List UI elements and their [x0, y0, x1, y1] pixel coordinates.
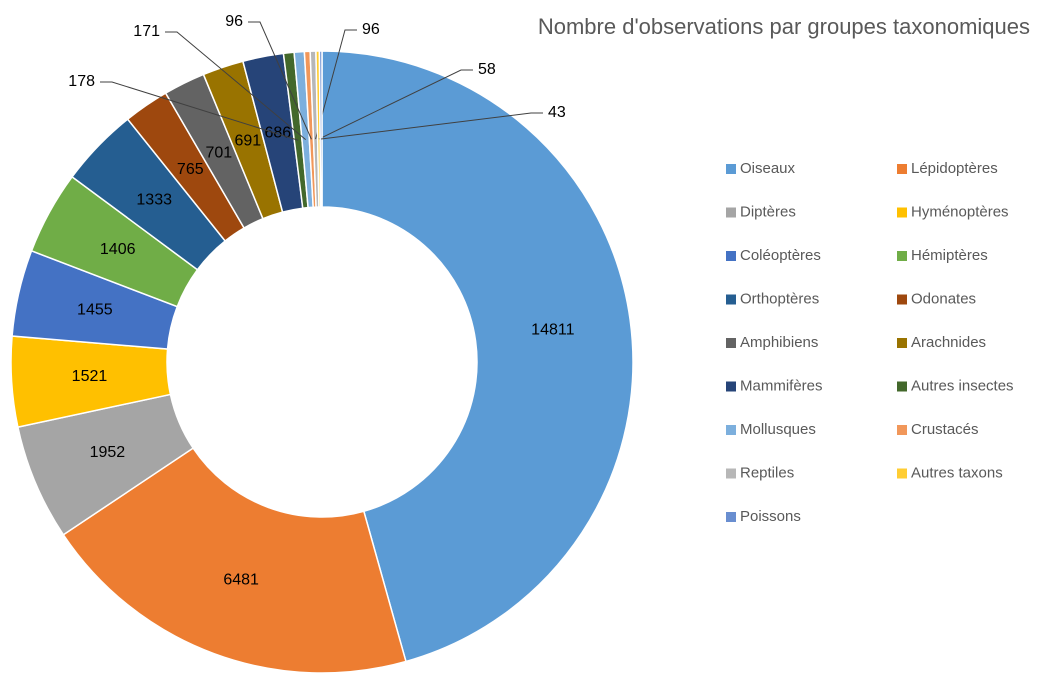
leader-line	[248, 21, 312, 140]
legend-marker	[897, 338, 907, 348]
data-label: 43	[548, 104, 566, 121]
legend-label: Arachnides	[911, 334, 986, 351]
data-label: 765	[177, 161, 204, 178]
data-label: 6481	[223, 572, 259, 589]
legend-marker	[726, 251, 736, 261]
leader-line	[100, 81, 299, 141]
legend-marker	[726, 468, 736, 479]
data-label: 686	[264, 124, 291, 141]
data-label: 1406	[100, 241, 136, 258]
legend-marker	[897, 468, 907, 479]
leader-line	[165, 31, 306, 140]
legend-marker	[726, 512, 736, 522]
legend-label: Lépidoptères	[911, 160, 998, 177]
data-label: 96	[362, 21, 380, 38]
chart-title: Nombre d'observations par groupes taxono…	[538, 14, 1030, 39]
legend-label: Coléoptères	[740, 247, 821, 264]
legend-marker	[726, 207, 736, 218]
legend-label: Reptiles	[740, 464, 794, 481]
data-label: 1455	[77, 301, 113, 318]
legend-label: Autres taxons	[911, 464, 1003, 481]
legend-label: Amphibiens	[740, 334, 818, 351]
slice	[318, 50, 323, 208]
legend-label: Mammifères	[740, 377, 823, 394]
data-label: 171	[133, 23, 160, 40]
data-label: 691	[234, 132, 261, 149]
legend-marker	[897, 381, 907, 392]
legend-marker	[897, 251, 907, 261]
data-label: 1952	[90, 444, 126, 461]
data-label: 1521	[72, 368, 108, 385]
data-label: 58	[478, 61, 496, 78]
legend-marker	[726, 338, 736, 348]
legend-label: Orthoptères	[740, 290, 819, 307]
legend-marker	[726, 164, 736, 174]
legend-label: Diptères	[740, 203, 796, 220]
legend-label: Poissons	[740, 508, 801, 525]
data-label: 96	[225, 13, 243, 30]
leader-line	[318, 69, 473, 140]
legend-label: Mollusques	[740, 421, 816, 438]
leader-line	[315, 29, 357, 140]
legend-label: Hémiptères	[911, 247, 988, 264]
legend-label: Oiseaux	[740, 160, 796, 177]
leader-line	[321, 112, 543, 140]
legend-label: Crustacés	[911, 421, 979, 438]
legend-marker	[897, 294, 907, 305]
legend-marker	[726, 294, 736, 305]
legend-label: Hyménoptères	[911, 203, 1009, 220]
data-label: 701	[205, 144, 232, 161]
data-label: 178	[68, 73, 95, 90]
legend-label: Odonates	[911, 290, 976, 307]
data-label: 14811	[531, 321, 574, 338]
legend-label: Autres insectes	[911, 377, 1014, 394]
slice	[321, 50, 634, 663]
data-label: 1333	[136, 192, 172, 209]
legend-marker	[897, 164, 907, 174]
legend-marker	[726, 425, 736, 435]
legend-marker	[897, 425, 907, 435]
legend-marker	[897, 207, 907, 218]
slice	[62, 447, 407, 674]
legend-marker	[726, 381, 736, 392]
